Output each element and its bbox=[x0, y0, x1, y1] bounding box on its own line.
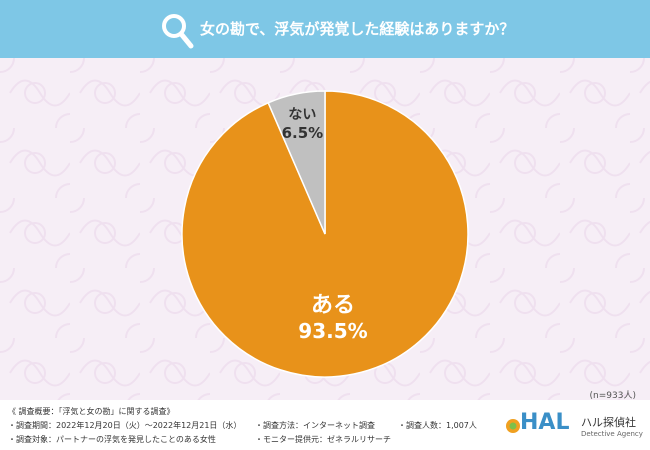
header-banner: 女の勘で、浮気が発覚した経験はありますか？ bbox=[0, 0, 650, 58]
survey-footer: 《 調査概要：「浮気と女の勘」に関する調査》 ・調査期間：2022年12月20日… bbox=[0, 400, 650, 450]
logo-name-jp: ハル探偵社 bbox=[581, 416, 636, 429]
survey-provider: ・モニター提供元：ゼネラルリサーチ bbox=[255, 435, 391, 444]
pie-slice-1 bbox=[267, 90, 326, 235]
page-title: 女の勘で、浮気が発覚した経験はありますか？ bbox=[200, 20, 515, 38]
slice-value-1: 6.5% bbox=[282, 124, 324, 142]
magnifier-icon bbox=[162, 14, 194, 49]
pie-slice-0 bbox=[181, 90, 469, 378]
logo-mark: HAL bbox=[520, 410, 570, 435]
survey-overview: 《 調査概要：「浮気と女の勘」に関する調査》 bbox=[8, 407, 175, 416]
survey-count: ・調査人数：1,007人 bbox=[398, 421, 477, 430]
survey-target: ・調査対象：パートナーの浮気を発見したことのある女性 bbox=[8, 435, 216, 444]
sample-size-note: (n=933人) bbox=[589, 391, 636, 401]
logo-name-en: Detective Agency bbox=[581, 430, 643, 438]
survey-method: ・調査方法：インターネット調査 bbox=[255, 421, 375, 430]
slice-value-0: 93.5% bbox=[298, 319, 367, 343]
hal-logo-icon bbox=[506, 419, 520, 433]
survey-period: ・調査期間：2022年12月20日（火）～2022年12月21日（水） bbox=[8, 421, 242, 430]
slice-label-0: ある bbox=[311, 293, 355, 318]
slice-label-1: ない bbox=[288, 107, 316, 123]
